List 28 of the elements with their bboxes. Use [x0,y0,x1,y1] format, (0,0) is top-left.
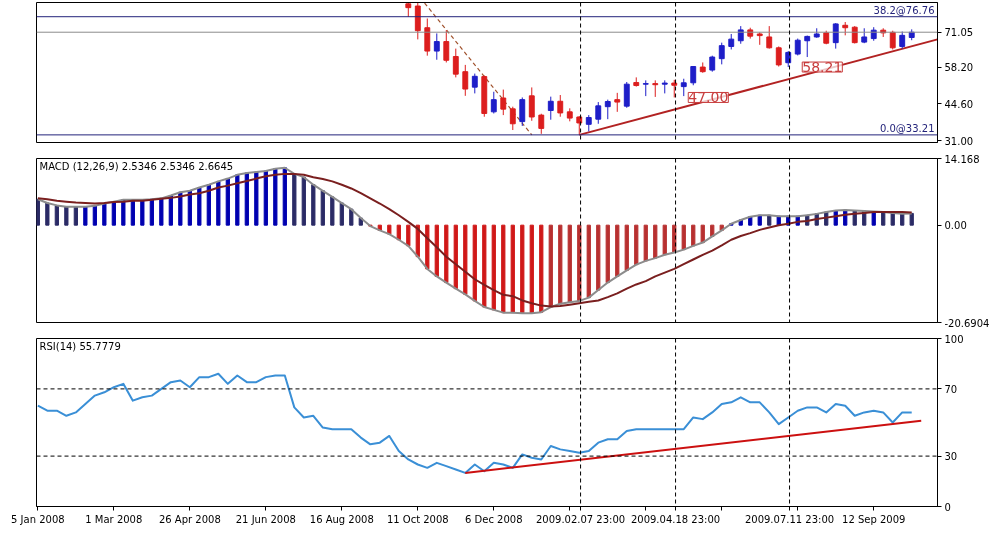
y-tick-label: 31.00 [944,135,974,147]
ref-line-label: 2009.04.18 23:00 [630,513,721,525]
annotation: 58.21 [802,59,843,76]
y-tick-label: 44.60 [944,98,974,110]
ref-line-label: 2009.07.11 23:00 [744,513,835,525]
x-tick-label: 1 Mar 2008 [85,513,143,525]
x-tick-label: 26 Apr 2008 [158,513,221,525]
x-tick-label: 21 Jun 2008 [235,513,296,525]
y-tick-label: 30 [944,451,958,463]
y-tick-label: 14.168 [944,153,980,165]
y-tick-label: -20.6904 [944,317,990,329]
chart-title: MACD (12,26,9) 2.5346 2.5346 2.6645 [39,160,234,172]
x-tick-label: 12 Sep 2009 [842,513,906,525]
y-tick-label: 70 [944,383,958,395]
ref-line-label: 2009.02.07 23:00 [535,513,626,525]
x-tick-label: 5 Jan 2008 [11,513,65,525]
ref-line-label: 0.0@33.21 [879,122,935,134]
y-tick-label: 100 [944,333,964,345]
x-tick-label: 11 Oct 2008 [386,513,449,525]
y-tick-label: 0 [944,501,951,513]
y-tick-label: 58.20 [944,62,974,74]
x-tick-label: 6 Dec 2008 [465,513,523,525]
annotation: 47.00 [688,89,729,106]
ref-line-label: 38.2@76.76 [873,4,935,16]
chart-title: RSI(14) 55.7779 [39,340,121,352]
y-tick-label: 71.05 [944,27,974,39]
x-tick-label: 16 Aug 2008 [309,513,374,525]
y-tick-label: 0.00 [944,220,967,232]
